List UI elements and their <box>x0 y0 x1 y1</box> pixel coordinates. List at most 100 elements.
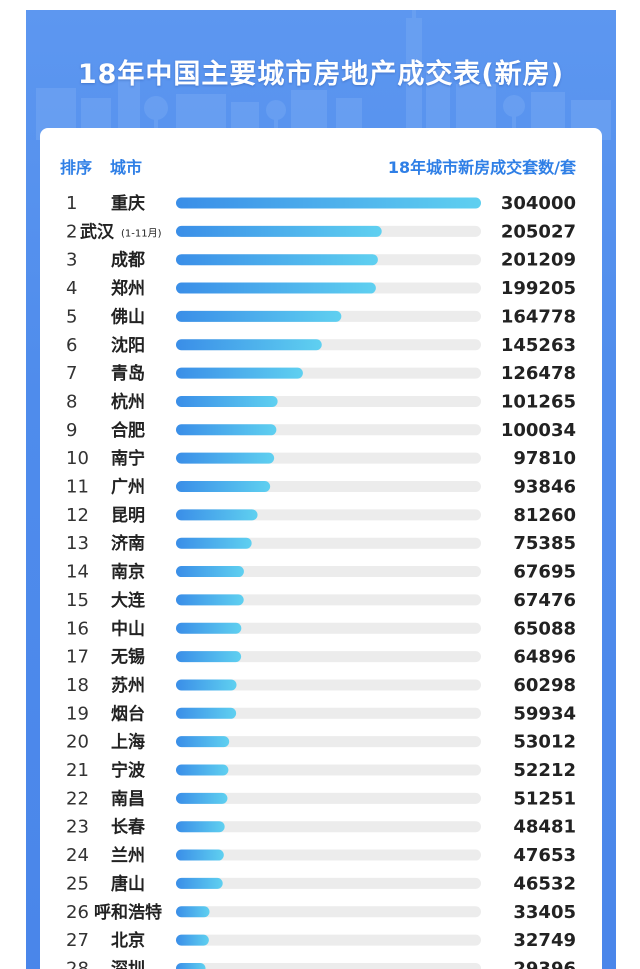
city-label: 北京 <box>111 930 145 951</box>
bar <box>176 934 209 946</box>
value-label: 205027 <box>501 221 576 242</box>
value-label: 101265 <box>501 391 576 412</box>
value-label: 201209 <box>501 250 576 271</box>
rank-label: 7 <box>66 363 77 384</box>
value-label: 67695 <box>513 562 576 583</box>
bar-track <box>176 707 481 719</box>
value-label: 81260 <box>513 505 576 526</box>
rank-column-header: 排序 <box>60 158 93 177</box>
rank-label: 20 <box>66 732 89 753</box>
rank-label: 16 <box>66 618 89 639</box>
rank-label: 23 <box>66 817 89 838</box>
bar-track <box>176 877 481 889</box>
chart-card: 排序 城市 18年城市新房成交套数/套 1 重庆 304000 2 武汉 (1-11月) 2… <box>40 128 602 969</box>
value-label: 164778 <box>501 306 576 327</box>
rank-label: 1 <box>66 193 77 214</box>
city-label: 成都 <box>111 250 145 271</box>
city-label: 杭州 <box>111 391 145 412</box>
bar <box>176 509 258 521</box>
city-label: 沈阳 <box>111 335 145 356</box>
rank-label: 27 <box>66 930 89 951</box>
value-label: 53012 <box>513 732 576 753</box>
city-label: 广州 <box>111 477 145 498</box>
city-label: 兰州 <box>111 845 145 866</box>
city-label: 上海 <box>111 732 145 753</box>
city-label: 苏州 <box>111 675 145 696</box>
value-label: 52212 <box>513 760 576 781</box>
value-label: 100034 <box>501 420 576 441</box>
bar <box>176 566 244 578</box>
rank-label: 21 <box>66 760 89 781</box>
bar <box>176 367 303 379</box>
value-label: 93846 <box>513 477 576 498</box>
bar <box>176 679 237 691</box>
city-label: 济南 <box>111 533 145 554</box>
rank-label: 26 <box>66 902 89 923</box>
bar <box>176 622 242 634</box>
city-label: 唐山 <box>111 873 145 894</box>
bar <box>176 197 481 209</box>
bar <box>176 651 242 663</box>
chart-title: 18年中国主要城市房地产成交表(新房) <box>77 59 565 90</box>
bar <box>176 282 376 294</box>
bar <box>176 481 271 492</box>
value-label: 33405 <box>513 902 576 923</box>
bar-track <box>176 594 481 606</box>
bar <box>176 877 223 889</box>
rank-label: 3 <box>66 250 77 271</box>
city-label: 宁波 <box>111 760 146 781</box>
bar-track <box>176 566 481 578</box>
value-label: 59934 <box>513 703 576 724</box>
poster-frame: 18年中国主要城市房地产成交表(新房) 排序 城市 18年城市新房成交套数/套 … <box>26 10 616 969</box>
rank-label: 8 <box>66 391 77 412</box>
value-label: 32749 <box>513 930 576 951</box>
rank-label: 28 <box>66 958 89 969</box>
bar <box>176 594 244 606</box>
value-label: 67476 <box>513 590 576 611</box>
value-label: 48481 <box>513 817 576 838</box>
value-label: 46532 <box>513 873 576 894</box>
city-label: 南昌 <box>111 788 145 809</box>
city-label: 南京 <box>111 562 145 583</box>
city-label: 长春 <box>111 817 145 838</box>
city-label: 重庆 <box>111 193 145 214</box>
rank-label: 25 <box>66 873 89 894</box>
city-label: 呼和浩特 <box>94 902 162 923</box>
value-label: 65088 <box>513 618 576 639</box>
metric-column-header: 18年城市新房成交套数/套 <box>387 158 576 177</box>
value-label: 199205 <box>501 278 576 299</box>
rank-label: 9 <box>66 420 77 441</box>
rank-label: 15 <box>66 590 89 611</box>
city-label: 青岛 <box>111 363 145 384</box>
bar <box>176 792 228 804</box>
rank-label: 24 <box>66 845 89 866</box>
bar-track <box>176 821 481 833</box>
bar <box>176 849 224 861</box>
bar-track <box>176 962 481 969</box>
rank-label: 19 <box>66 703 89 724</box>
city-label: 中山 <box>111 618 145 639</box>
bar <box>176 821 225 833</box>
city-label: 武汉 <box>80 221 115 242</box>
rank-label: 18 <box>66 675 89 696</box>
bar <box>176 395 278 407</box>
bar <box>176 254 378 266</box>
bar <box>176 537 252 549</box>
city-label: 深圳 <box>111 958 145 969</box>
bar-track <box>176 679 481 691</box>
bar <box>176 707 237 719</box>
value-label: 60298 <box>513 675 576 696</box>
rank-label: 4 <box>66 278 77 299</box>
bar <box>176 906 210 918</box>
city-note: (1-11月) <box>121 227 162 239</box>
bar-track <box>176 906 481 918</box>
bar <box>176 962 206 969</box>
bar <box>176 452 275 464</box>
city-label: 南宁 <box>111 448 145 469</box>
city-label: 大连 <box>111 590 146 611</box>
value-label: 145263 <box>501 335 576 356</box>
value-label: 64896 <box>513 647 576 668</box>
city-label: 无锡 <box>110 647 145 668</box>
bar <box>176 736 230 748</box>
rank-label: 12 <box>66 505 89 526</box>
